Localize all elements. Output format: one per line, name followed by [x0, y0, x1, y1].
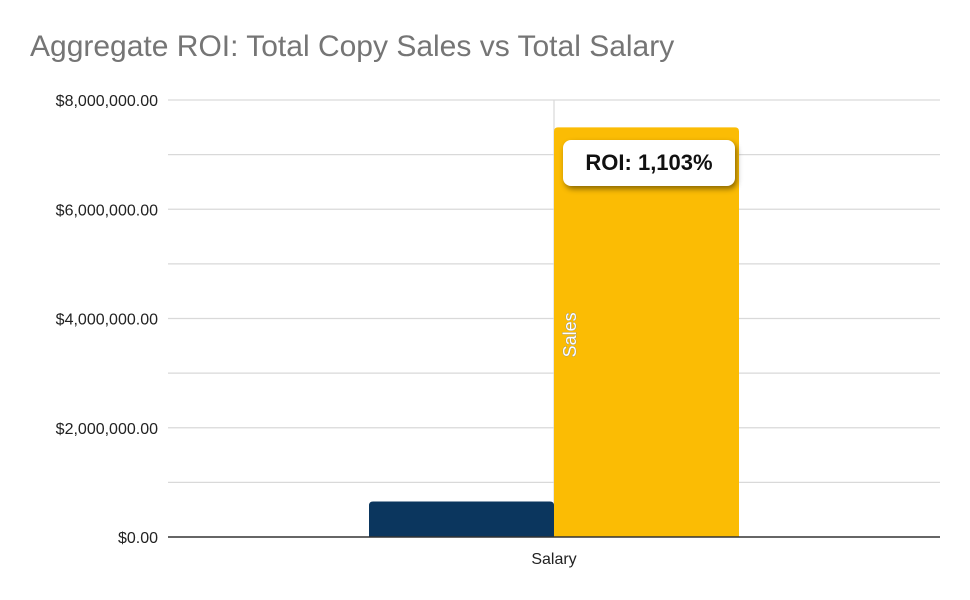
- roi-annotation: ROI: 1,103%: [563, 140, 735, 186]
- bar-sales: [554, 127, 739, 537]
- bar-salary: [369, 501, 554, 537]
- x-tick-label: Salary: [531, 551, 576, 568]
- y-tick-label: $8,000,000.00: [56, 93, 158, 110]
- y-tick-label: $2,000,000.00: [56, 421, 158, 438]
- y-tick-label: $6,000,000.00: [56, 202, 158, 219]
- y-tick-label: $0.00: [118, 530, 158, 547]
- chart-title: Aggregate ROI: Total Copy Sales vs Total…: [30, 30, 675, 63]
- bar-label-sales: Sales: [560, 312, 580, 357]
- y-tick-label: $4,000,000.00: [56, 312, 158, 329]
